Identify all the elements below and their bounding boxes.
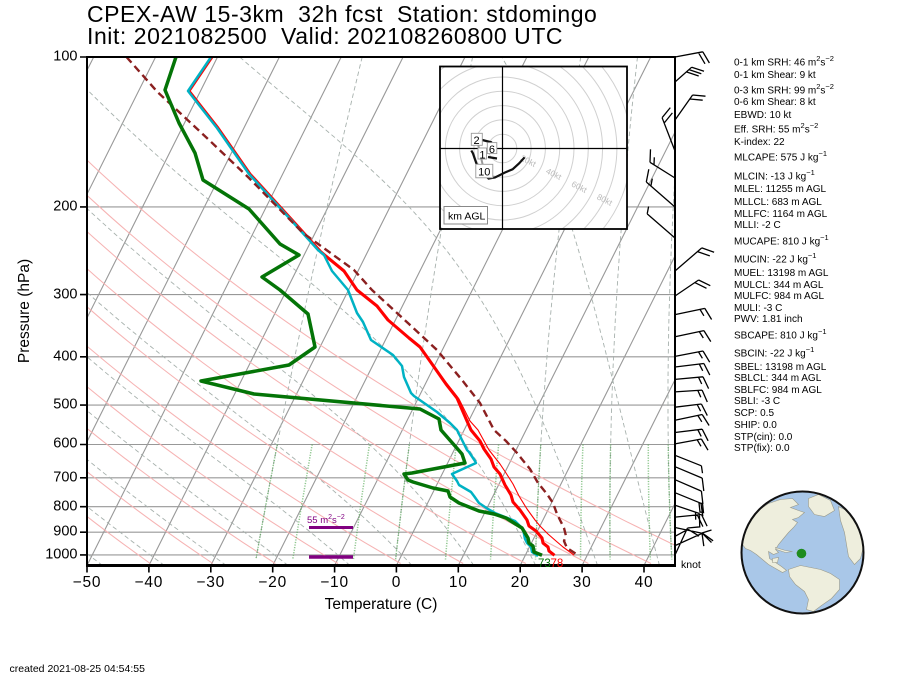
svg-text:2: 2 [474, 135, 480, 147]
svg-text:km AGL: km AGL [448, 211, 486, 223]
svg-text:1: 1 [479, 150, 485, 162]
svg-text:10: 10 [478, 166, 490, 178]
svg-text:6: 6 [489, 144, 495, 156]
